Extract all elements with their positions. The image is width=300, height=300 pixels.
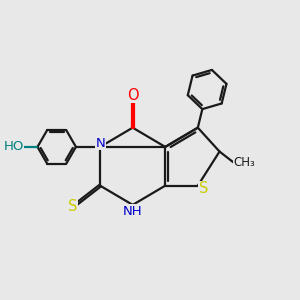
Text: S: S — [199, 181, 208, 196]
Text: N: N — [95, 137, 105, 150]
Text: HO: HO — [3, 140, 24, 153]
Text: S: S — [68, 199, 77, 214]
Text: O: O — [127, 88, 139, 103]
Text: CH₃: CH₃ — [233, 156, 255, 169]
Text: NH: NH — [123, 205, 142, 218]
